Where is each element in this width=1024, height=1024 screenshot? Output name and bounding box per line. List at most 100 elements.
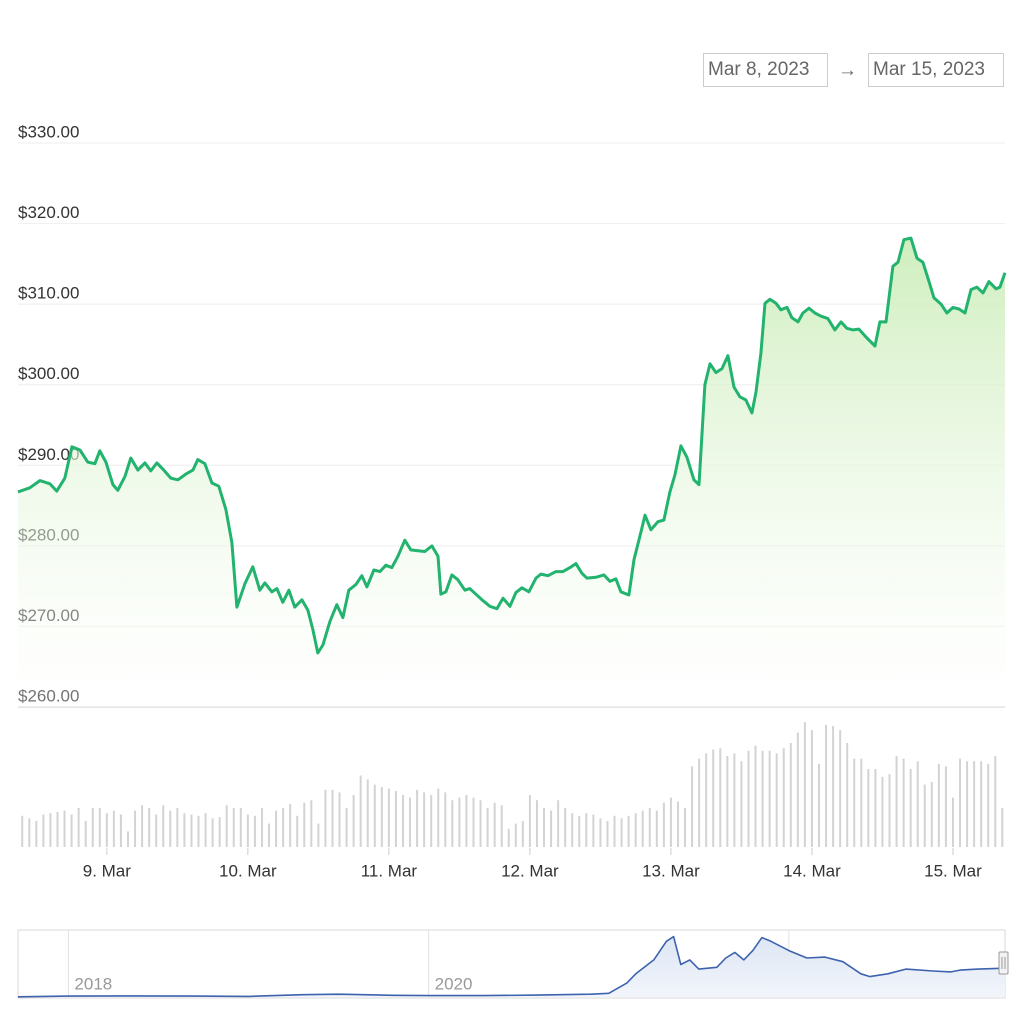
volume-bar — [162, 805, 165, 847]
volume-bar — [578, 815, 581, 847]
volume-bar — [994, 756, 997, 847]
volume-bar — [803, 722, 806, 847]
volume-bar — [543, 808, 546, 847]
volume-bar — [930, 782, 933, 847]
volume-bar — [444, 792, 447, 847]
volume-bar — [733, 753, 736, 847]
y-tick-label: $310.00 — [18, 284, 79, 303]
volume-bar — [394, 791, 397, 847]
volume-bar — [684, 808, 687, 847]
volume-bar — [782, 748, 785, 847]
volume-bar — [183, 813, 186, 847]
volume-bar — [246, 814, 249, 847]
volume-bar — [698, 758, 701, 847]
volume-bar — [634, 813, 637, 847]
volume-bar — [380, 787, 383, 847]
volume-bar — [303, 802, 306, 847]
range-to[interactable]: Mar 15, 2023 — [868, 53, 1004, 87]
volume-bar — [338, 792, 341, 847]
volume-bar — [557, 800, 560, 847]
volume-bar — [592, 814, 595, 847]
volume-bar — [740, 761, 743, 847]
volume-bar — [909, 769, 912, 847]
x-tick-label: 13. Mar — [642, 861, 700, 880]
volume-bar — [42, 814, 45, 847]
volume-bar — [500, 805, 503, 847]
volume-bar — [169, 810, 172, 847]
volume-bar — [49, 813, 52, 847]
volume-bar — [486, 808, 489, 847]
volume-bar — [317, 823, 320, 847]
volume-bar — [430, 795, 433, 847]
volume-bar — [35, 821, 38, 847]
volume-bar — [190, 814, 193, 847]
volume-bar — [105, 813, 108, 847]
volume-bar — [479, 800, 482, 847]
volume-bar — [423, 792, 426, 847]
volume-bar — [345, 808, 348, 847]
volume-bar — [825, 724, 828, 847]
volume-bar — [401, 795, 404, 847]
volume-bar — [796, 732, 799, 847]
volume-bar — [620, 818, 623, 847]
volume-bar — [141, 805, 144, 847]
volume-bar — [416, 789, 419, 847]
volume-bar — [641, 810, 644, 847]
volume-bar — [959, 758, 962, 847]
volume-bar — [260, 808, 263, 847]
x-tick-label: 9. Mar — [83, 861, 132, 880]
volume-bar — [627, 815, 630, 847]
volume-bar — [747, 750, 750, 847]
x-tick-label: 2018 — [74, 974, 112, 993]
volume-bar — [881, 776, 884, 847]
x-tick-label: 2020 — [435, 974, 473, 993]
volume-bar — [119, 814, 122, 847]
volume-bar — [521, 821, 524, 847]
volume-bar — [225, 805, 228, 847]
volume-bar — [599, 818, 602, 847]
volume-bar — [289, 804, 292, 847]
volume-bar — [535, 800, 538, 847]
x-tick-label: 14. Mar — [783, 861, 841, 880]
volume-bar — [275, 810, 278, 847]
volume-bar — [324, 789, 327, 847]
volume-bar — [126, 831, 129, 847]
volume-bar — [902, 758, 905, 847]
volume-bar — [63, 810, 66, 847]
volume-bar — [56, 811, 59, 847]
volume-bar — [493, 802, 496, 847]
volume-bar — [155, 814, 158, 847]
volume-bar — [966, 761, 969, 847]
x-tick-label: 15. Mar — [924, 861, 982, 880]
range-from[interactable]: Mar 8, 2023 — [703, 53, 828, 87]
y-tick-label: $300.00 — [18, 364, 79, 383]
volume-bar — [564, 808, 567, 847]
x-tick-label: 11. Mar — [361, 861, 418, 880]
volume-bar — [923, 784, 926, 847]
area — [18, 936, 1005, 997]
volume-bar — [176, 808, 179, 847]
volume-bar — [754, 745, 757, 847]
navigator-handle — [998, 951, 1009, 975]
volume-bar — [331, 789, 334, 847]
volume-bar — [705, 753, 708, 847]
volume-bar — [944, 766, 947, 847]
volume-bar — [514, 823, 517, 847]
volume-bar — [669, 797, 672, 847]
volume-bar — [268, 823, 271, 847]
volume-bar — [839, 730, 842, 847]
volume-bar — [860, 758, 863, 847]
volume-bar — [507, 828, 510, 847]
volume-bar — [613, 815, 616, 847]
volume-bar — [655, 810, 658, 847]
price-line — [17, 236, 1007, 655]
volume-bar — [817, 763, 820, 847]
volume-bar — [571, 813, 574, 847]
volume-bar — [973, 761, 976, 847]
volume-bar — [91, 808, 94, 847]
price-line — [17, 935, 1006, 998]
volume-bar — [951, 797, 954, 847]
range-separator: → — [838, 60, 857, 81]
volume-bar — [895, 756, 898, 847]
